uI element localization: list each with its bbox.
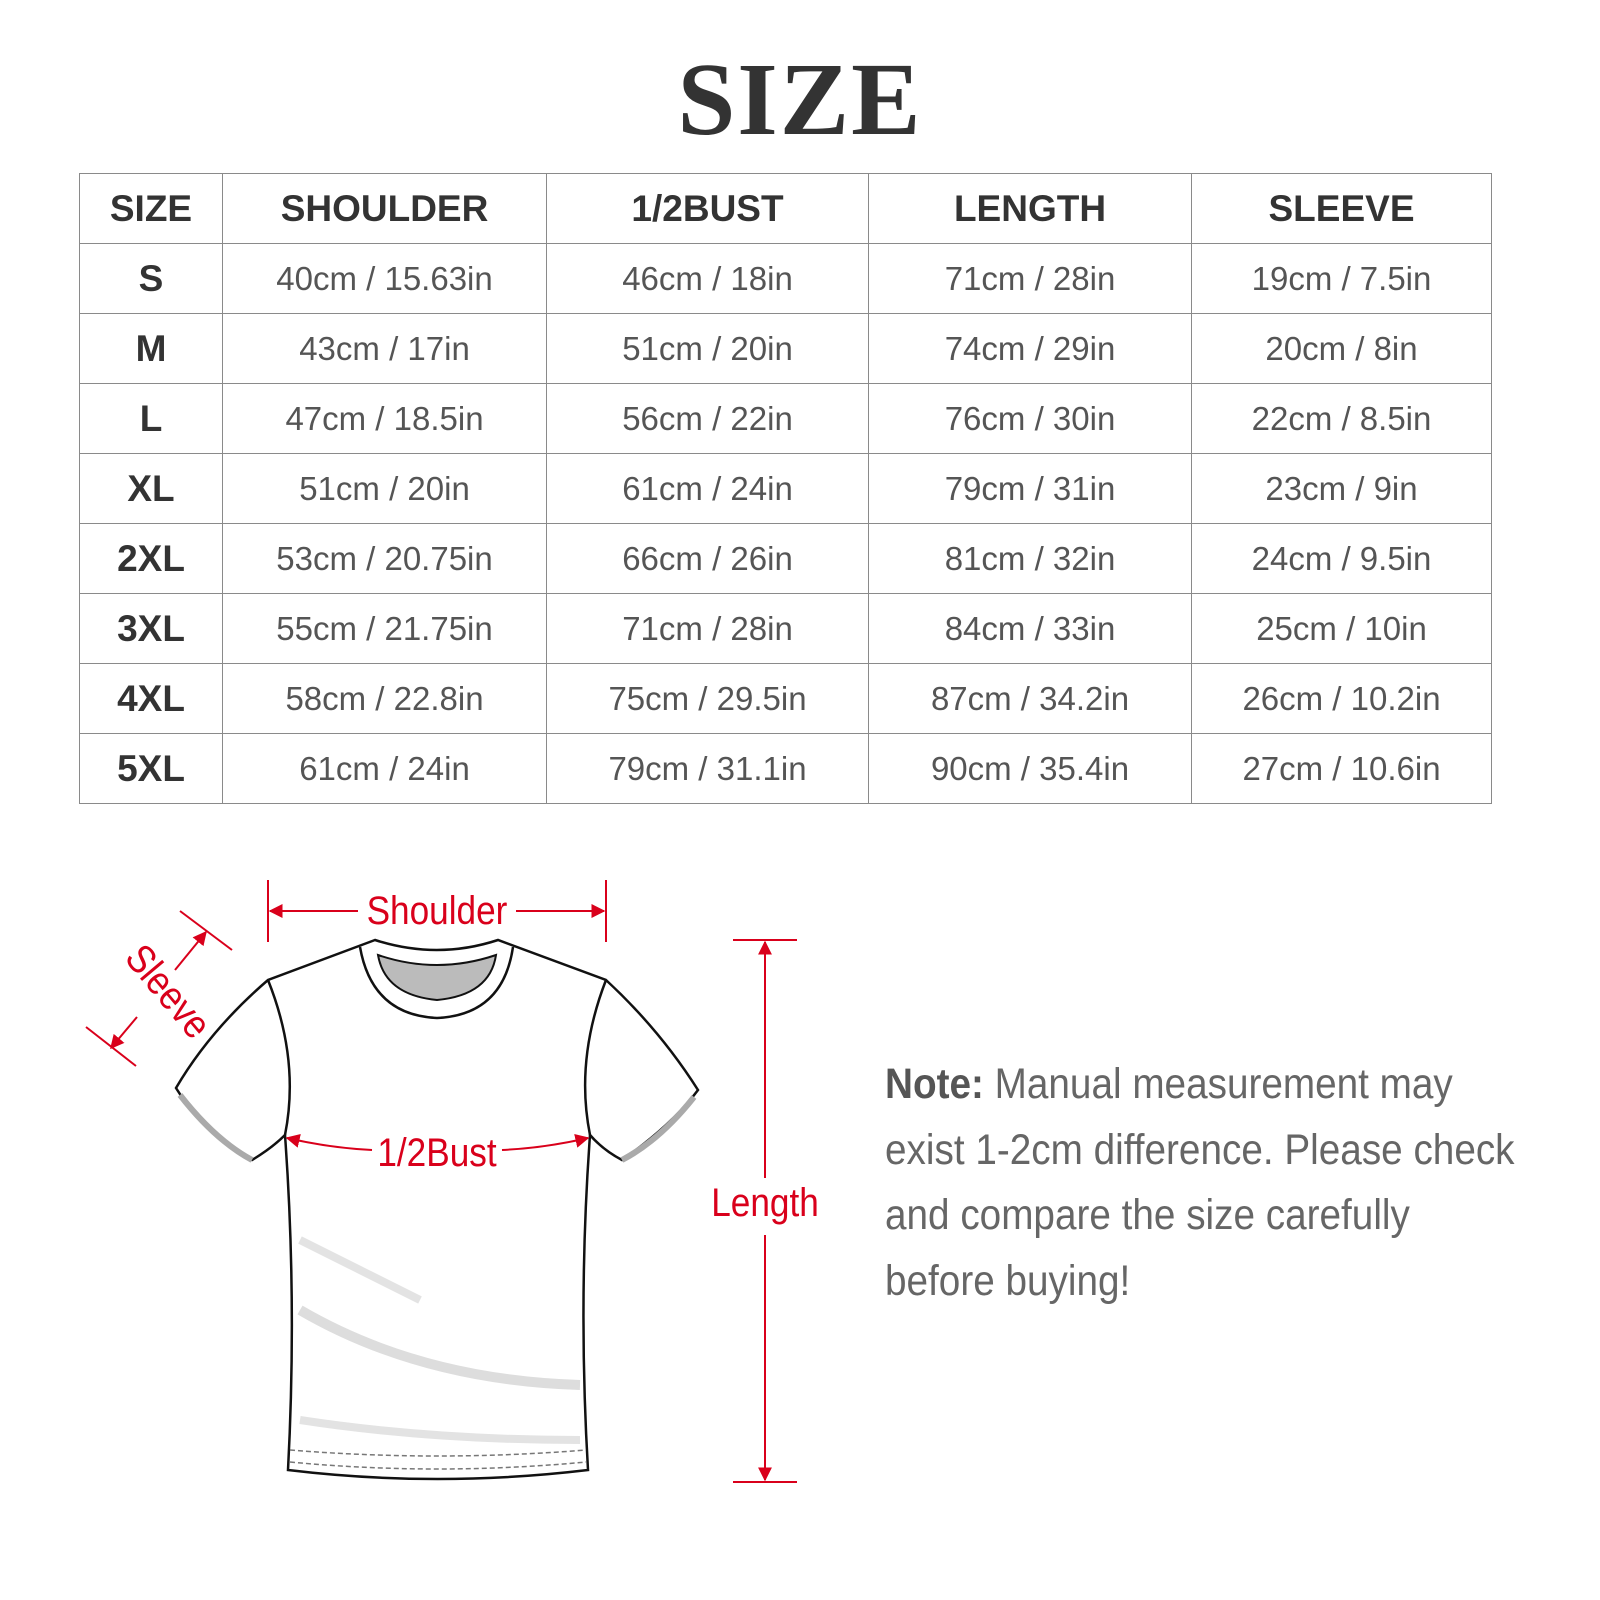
table-header-row: SIZE SHOULDER 1/2BUST LENGTH SLEEVE	[79, 173, 1492, 244]
table-row: M 43cm / 17in 51cm / 20in 74cm / 29in 20cm /…	[79, 313, 1492, 384]
measurement-cell: 75cm / 29.5in	[546, 663, 869, 734]
size-cell: XL	[79, 453, 223, 524]
measurement-cell: 55cm / 21.75in	[222, 593, 547, 664]
size-cell: L	[79, 383, 223, 454]
shoulder-label: Shoulder	[367, 888, 508, 933]
measurement-cell: 58cm / 22.8in	[222, 663, 547, 734]
measurement-cell: 53cm / 20.75in	[222, 523, 547, 594]
table-row: 5XL 61cm / 24in 79cm / 31.1in 90cm / 35.4in…	[79, 733, 1492, 804]
measurement-cell: 43cm / 17in	[222, 313, 547, 384]
table-row: 2XL 53cm / 20.75in 66cm / 26in 81cm / 32in 2…	[79, 523, 1492, 594]
table-row: 3XL 55cm / 21.75in 71cm / 28in 84cm / 33in 2…	[79, 593, 1492, 664]
measurement-cell: 27cm / 10.6in	[1191, 733, 1492, 804]
table-row: L 47cm / 18.5in 56cm / 22in 76cm / 30in 22cm…	[79, 383, 1492, 454]
page-title: SIZE	[677, 42, 923, 157]
note-text: Note: Manual measurement may exist 1-2cm…	[885, 1052, 1515, 1314]
measurement-cell: 20cm / 8in	[1191, 313, 1492, 384]
measurement-cell: 51cm / 20in	[222, 453, 547, 524]
measurement-cell: 74cm / 29in	[868, 313, 1192, 384]
measurement-cell: 51cm / 20in	[546, 313, 869, 384]
measurement-cell: 90cm / 35.4in	[868, 733, 1192, 804]
measurement-cell: 24cm / 9.5in	[1191, 523, 1492, 594]
column-header: SLEEVE	[1191, 173, 1492, 244]
table-row: S 40cm / 15.63in 46cm / 18in 71cm / 28in 19c…	[79, 243, 1492, 314]
table-row: 4XL 58cm / 22.8in 75cm / 29.5in 87cm / 34.2…	[79, 663, 1492, 734]
sleeve-label: Sleeve	[117, 936, 220, 1047]
measurement-cell: 26cm / 10.2in	[1191, 663, 1492, 734]
size-cell: 3XL	[79, 593, 223, 664]
size-table: SIZE SHOULDER 1/2BUST LENGTH SLEEVE S 40cm / …	[79, 173, 1492, 804]
measurement-cell: 66cm / 26in	[546, 523, 869, 594]
tshirt-outline	[174, 938, 700, 1481]
measurement-cell: 81cm / 32in	[868, 523, 1192, 594]
measurement-cell: 71cm / 28in	[868, 243, 1192, 314]
measurement-cell: 23cm / 9in	[1191, 453, 1492, 524]
measurement-cell: 71cm / 28in	[546, 593, 869, 664]
column-header: SIZE	[79, 173, 223, 244]
measurement-cell: 84cm / 33in	[868, 593, 1192, 664]
table-row: XL 51cm / 20in 61cm / 24in 79cm / 31in 23cm …	[79, 453, 1492, 524]
column-header: LENGTH	[868, 173, 1192, 244]
size-cell: S	[79, 243, 223, 314]
measurement-lines	[85, 880, 797, 1483]
measurement-cell: 56cm / 22in	[546, 383, 869, 454]
measurement-cell: 76cm / 30in	[868, 383, 1192, 454]
measurement-cell: 19cm / 7.5in	[1191, 243, 1492, 314]
measurement-cell: 61cm / 24in	[222, 733, 547, 804]
note-body: Manual measurement may exist 1-2cm diffe…	[885, 1060, 1515, 1305]
measurement-cell: 79cm / 31.1in	[546, 733, 869, 804]
size-cell: 5XL	[79, 733, 223, 804]
measurement-cell: 25cm / 10in	[1191, 593, 1492, 664]
size-cell: M	[79, 313, 223, 384]
note-label: Note:	[885, 1060, 984, 1108]
column-header: 1/2BUST	[546, 173, 869, 244]
measurement-cell: 40cm / 15.63in	[222, 243, 547, 314]
measurement-cell: 22cm / 8.5in	[1191, 383, 1492, 454]
bust-label: 1/2Bust	[377, 1130, 497, 1175]
length-label: Length	[711, 1180, 819, 1225]
measurement-cell: 61cm / 24in	[546, 453, 869, 524]
size-cell: 4XL	[79, 663, 223, 734]
measurement-cell: 46cm / 18in	[546, 243, 869, 314]
